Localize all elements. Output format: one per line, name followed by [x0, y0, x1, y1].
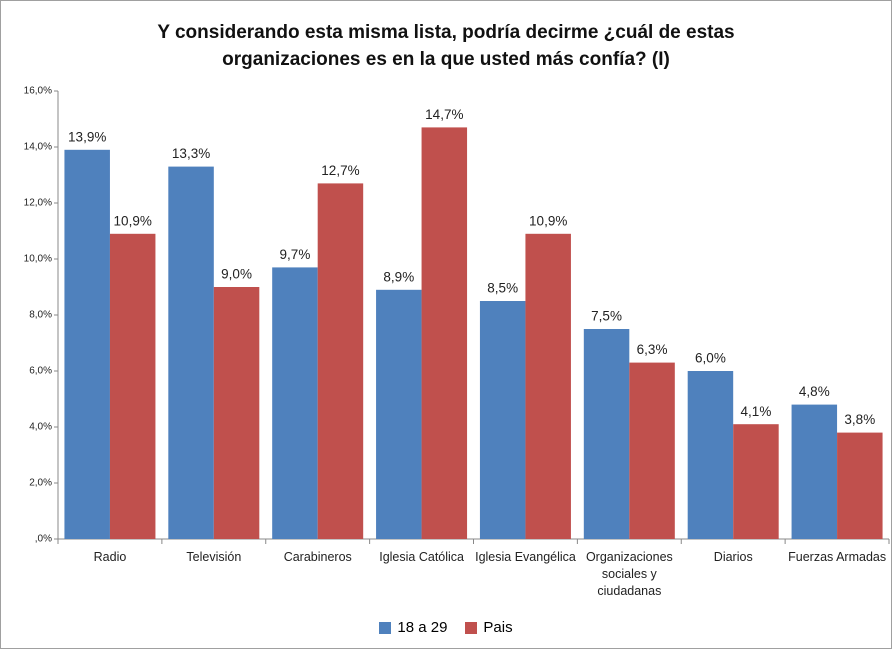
data-label: 10,9%	[114, 213, 152, 228]
x-tick-label: Radio	[93, 550, 127, 564]
bar	[687, 371, 734, 539]
x-tick-label: Organizaciones sociales y ciudadanas	[585, 550, 673, 598]
legend-item: 18 a 29	[379, 619, 447, 636]
y-tick-label: 14,0%	[24, 142, 52, 153]
x-tick-label: Carabineros	[283, 550, 352, 564]
data-label: 8,5%	[487, 281, 518, 296]
data-label: 4,8%	[799, 384, 830, 399]
data-label: 13,3%	[172, 146, 210, 161]
data-label: 10,9%	[529, 213, 567, 228]
data-label: 6,0%	[695, 351, 726, 366]
bar	[168, 166, 214, 539]
legend-swatch	[379, 621, 392, 634]
bar	[733, 424, 779, 539]
bar	[213, 287, 260, 539]
legend: 18 a 29 Pais	[1, 619, 891, 636]
data-label: 12,7%	[321, 163, 359, 178]
data-label: 9,7%	[280, 247, 311, 262]
chart-title: Y considerando esta misma lista, podría …	[157, 22, 735, 70]
bar	[109, 233, 156, 540]
y-tick-label: ,0%	[35, 534, 52, 545]
x-tick-label: Iglesia Evangélica	[475, 550, 576, 564]
legend-label: 18 a 29	[397, 619, 448, 636]
bar	[421, 127, 468, 540]
data-label: 13,9%	[68, 129, 106, 144]
bar	[376, 289, 422, 539]
data-label: 4,1%	[741, 404, 772, 419]
y-tick-label: 16,0%	[24, 86, 52, 97]
y-tick-label: 8,0%	[29, 310, 52, 321]
data-label: 9,0%	[221, 267, 252, 282]
x-tick-label: Fuerzas Armadas	[788, 550, 887, 564]
bar	[629, 362, 675, 539]
x-tick-label: Televisión	[186, 550, 242, 564]
data-label: 7,5%	[591, 309, 622, 324]
data-label: 8,9%	[383, 269, 414, 284]
legend-swatch	[465, 621, 478, 634]
bar	[479, 301, 526, 539]
data-label: 3,8%	[844, 412, 875, 427]
bar	[317, 183, 364, 539]
bar	[791, 404, 838, 539]
y-tick-label: 6,0%	[29, 366, 52, 377]
x-tick-label: Iglesia Católica	[379, 550, 464, 564]
x-tick-label: Diarios	[713, 550, 753, 564]
data-label: 14,7%	[425, 107, 463, 122]
y-tick-label: 10,0%	[24, 254, 52, 265]
y-tick-label: 12,0%	[24, 198, 52, 209]
bar	[525, 233, 571, 540]
bar	[64, 149, 110, 540]
bar	[272, 267, 318, 539]
bar	[837, 432, 883, 539]
legend-label: Pais	[483, 619, 513, 636]
y-tick-label: 4,0%	[29, 422, 52, 433]
bar	[583, 329, 630, 539]
data-label: 6,3%	[637, 342, 668, 357]
y-tick-label: 2,0%	[29, 478, 52, 489]
legend-item: Pais	[465, 619, 513, 636]
